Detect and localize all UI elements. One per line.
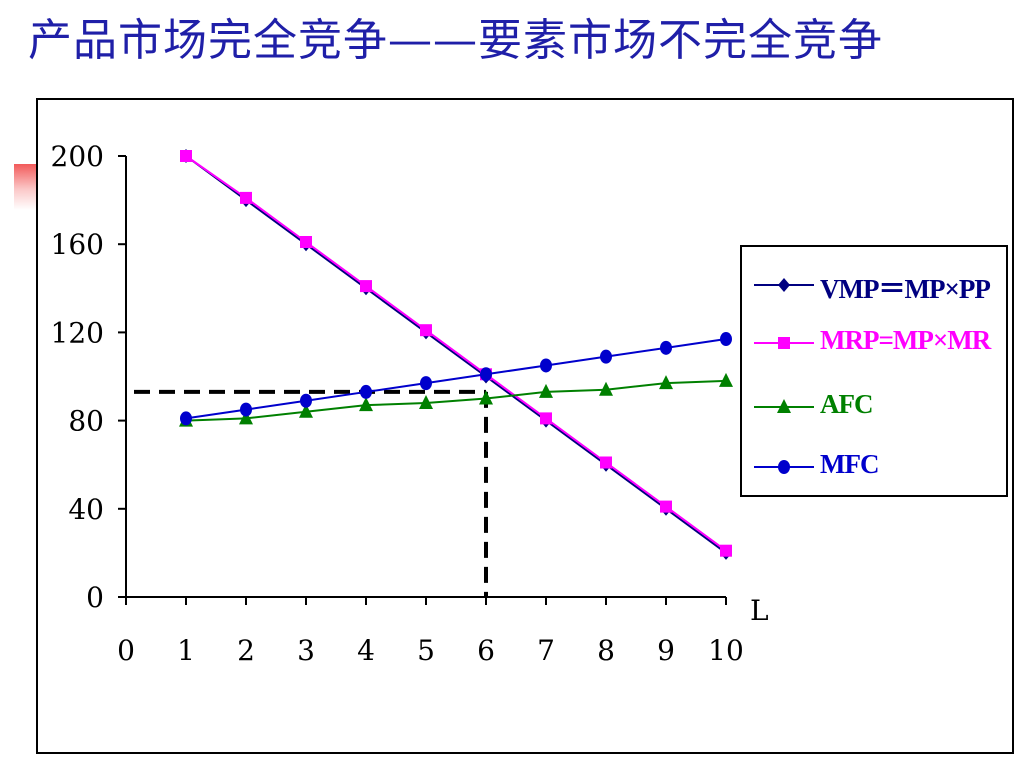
legend-marker bbox=[778, 460, 790, 474]
legend-label: MFC bbox=[820, 449, 879, 479]
slide-title: 产品市场完全竞争——要素市场不完全竞争 bbox=[28, 15, 883, 66]
data-point-2 bbox=[239, 410, 253, 425]
legend-item: MRP=MP×MR bbox=[752, 321, 1008, 361]
legend-item: MFC bbox=[752, 445, 1008, 485]
y-tick-label: 80 bbox=[68, 405, 104, 438]
y-tick-label: 40 bbox=[68, 493, 104, 526]
data-point-2 bbox=[539, 383, 553, 398]
legend-swatch bbox=[754, 460, 814, 474]
y-tick-label: 0 bbox=[86, 581, 104, 614]
y-tick-label: 120 bbox=[51, 316, 104, 349]
data-point-2 bbox=[479, 390, 493, 405]
data-point-3 bbox=[720, 332, 732, 347]
data-point-3 bbox=[660, 340, 672, 355]
data-point-2 bbox=[719, 372, 733, 387]
data-point-3 bbox=[420, 376, 432, 391]
x-axis-label: L bbox=[750, 594, 769, 627]
data-point-1 bbox=[540, 412, 552, 425]
x-tick-label: 5 bbox=[417, 634, 435, 667]
series-line-2 bbox=[185, 379, 727, 422]
legend-swatch bbox=[754, 337, 814, 349]
legend-marker bbox=[778, 278, 790, 292]
legend-marker bbox=[777, 399, 791, 413]
data-point-1 bbox=[180, 150, 192, 162]
data-point-3 bbox=[360, 384, 372, 399]
x-tick-label: 7 bbox=[537, 634, 555, 667]
series-line-1 bbox=[185, 155, 727, 552]
series-line-3 bbox=[185, 338, 727, 420]
data-point-2 bbox=[599, 381, 613, 396]
x-tick-label: 0 bbox=[117, 634, 135, 667]
x-tick-label: 6 bbox=[477, 634, 495, 667]
decorative-accent-bar bbox=[14, 164, 38, 210]
y-tick-label: 200 bbox=[51, 140, 104, 173]
data-point-3 bbox=[540, 358, 552, 373]
data-point-1 bbox=[420, 324, 432, 337]
data-point-2 bbox=[419, 394, 433, 409]
data-point-3 bbox=[480, 367, 492, 382]
legend-label: MRP=MP×MR bbox=[820, 325, 991, 355]
data-point-1 bbox=[660, 500, 672, 513]
legend-item: AFC bbox=[752, 385, 1008, 425]
data-point-3 bbox=[180, 411, 192, 426]
data-point-3 bbox=[600, 349, 612, 364]
legend-item: VMP＝MP×PP bbox=[752, 263, 1008, 304]
series-line-0 bbox=[185, 155, 727, 554]
data-point-1 bbox=[240, 191, 252, 204]
chart-legend: VMP＝MP×PP MRP=MP×MR AFC MFC bbox=[740, 245, 1008, 497]
x-tick-label: 1 bbox=[177, 634, 195, 667]
data-point-1 bbox=[600, 456, 612, 469]
data-point-1 bbox=[360, 280, 372, 293]
legend-swatch bbox=[754, 399, 814, 413]
data-point-3 bbox=[300, 393, 312, 408]
x-tick-label: 10 bbox=[708, 634, 744, 667]
x-tick-label: 2 bbox=[237, 634, 255, 667]
data-point-1 bbox=[300, 235, 312, 248]
x-tick-label: 8 bbox=[597, 634, 615, 667]
data-point-2 bbox=[659, 375, 673, 390]
y-tick-label: 160 bbox=[51, 228, 104, 261]
legend-label: AFC bbox=[820, 389, 873, 419]
data-point-2 bbox=[299, 403, 313, 418]
legend-label: VMP＝MP×PP bbox=[820, 274, 991, 304]
data-point-1 bbox=[720, 544, 732, 557]
legend-marker bbox=[778, 337, 790, 349]
x-tick-label: 4 bbox=[357, 634, 375, 667]
x-tick-label: 3 bbox=[297, 634, 315, 667]
x-tick-label: 9 bbox=[657, 634, 675, 667]
legend-swatch bbox=[754, 278, 814, 292]
data-point-2 bbox=[359, 397, 373, 412]
data-point-3 bbox=[240, 402, 252, 417]
